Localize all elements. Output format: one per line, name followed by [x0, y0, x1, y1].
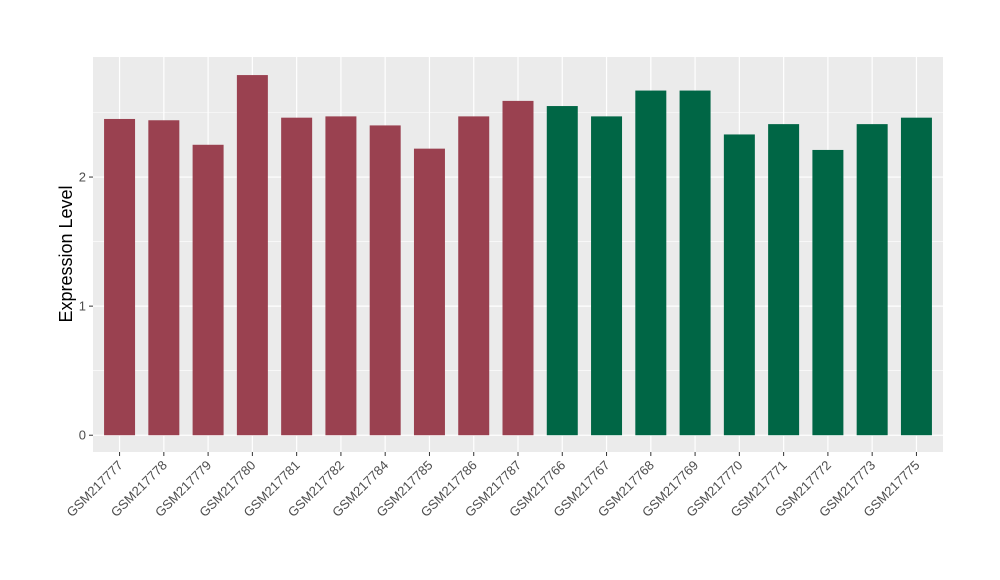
bar [635, 90, 667, 436]
x-axis: GSM217777GSM217778GSM217779GSM217780GSM2… [63, 452, 923, 520]
bar [281, 117, 313, 436]
bar [900, 117, 932, 436]
y-axis: 0 1 2 [79, 170, 93, 443]
bar [458, 116, 490, 436]
bar [148, 120, 180, 436]
bar-series [104, 75, 932, 436]
y-tick-label: 2 [79, 170, 86, 185]
bar [812, 149, 844, 436]
y-tick-label: 1 [79, 299, 86, 314]
bar [236, 75, 268, 436]
bar [591, 116, 623, 436]
bar [723, 134, 755, 436]
bar [679, 90, 711, 436]
y-tick-label: 0 [79, 428, 86, 443]
bar [856, 124, 888, 436]
bar [502, 100, 534, 436]
bar [369, 125, 401, 436]
bar [413, 148, 445, 436]
bar [546, 106, 578, 436]
bar [192, 144, 224, 436]
bar [104, 118, 136, 436]
bar [325, 116, 357, 436]
y-axis-title: Expression Level [56, 185, 76, 322]
bar [768, 124, 800, 436]
